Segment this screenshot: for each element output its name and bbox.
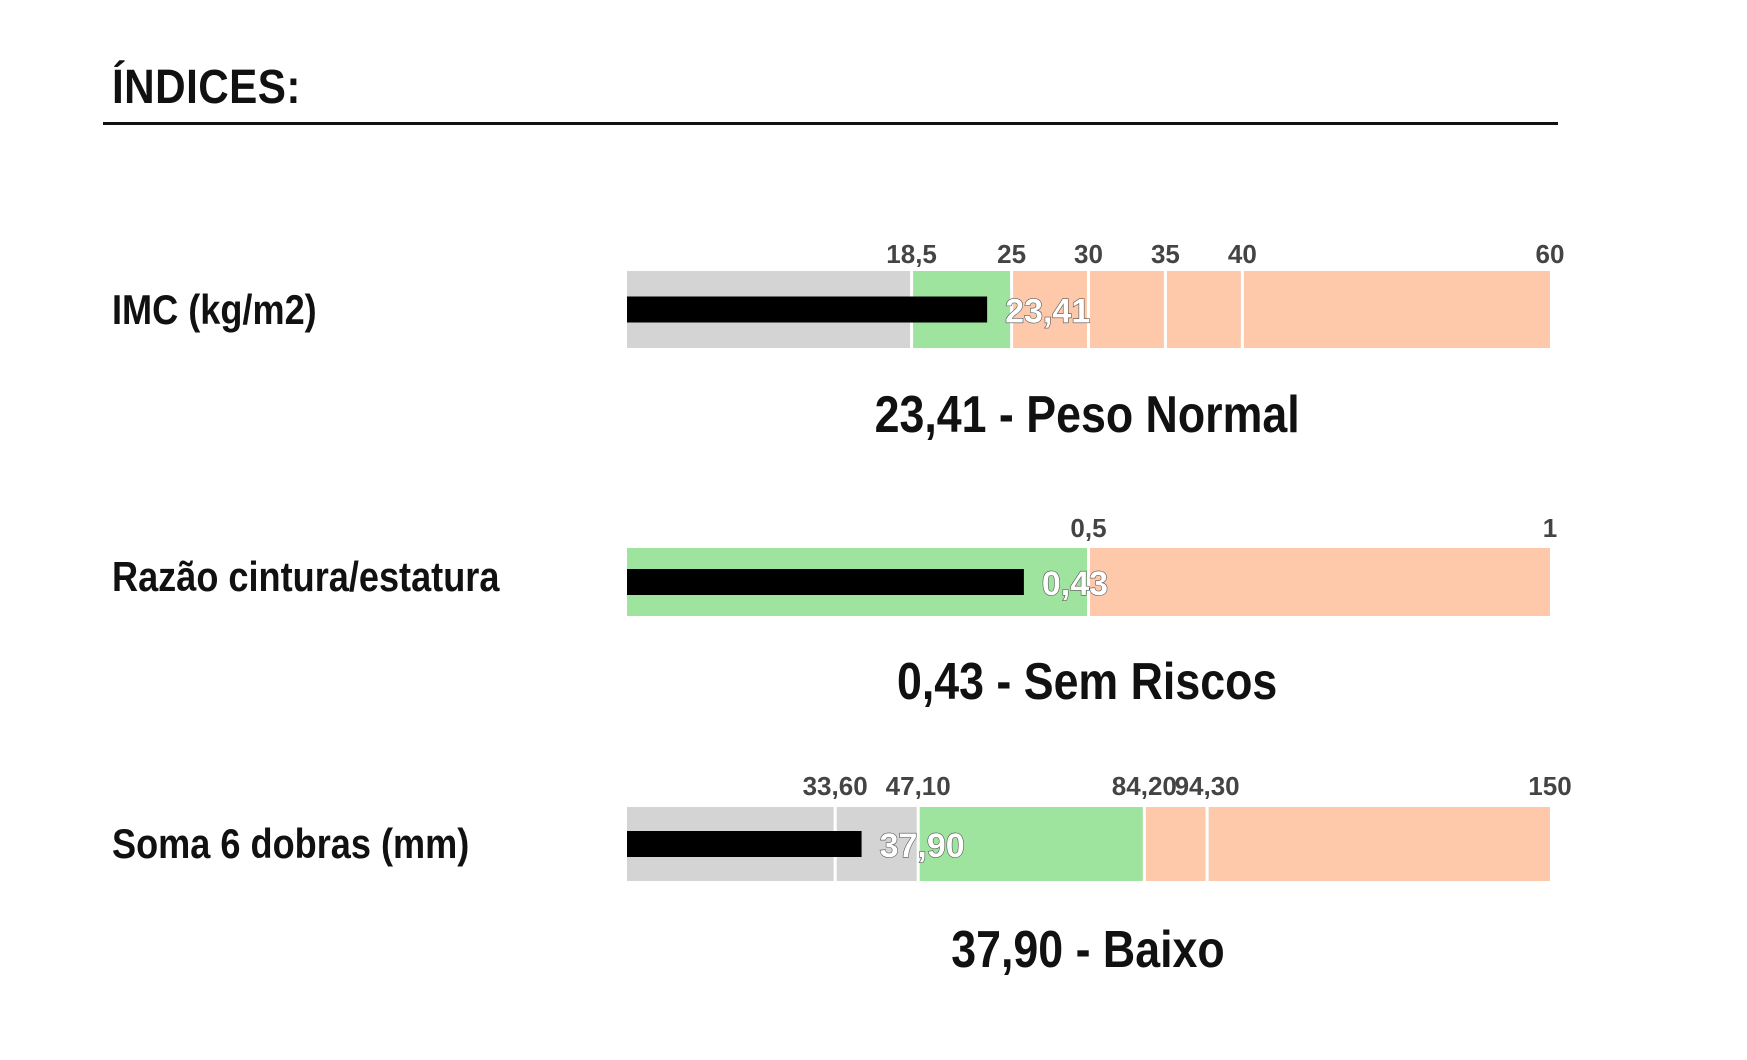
imc-tick-label: 25 — [997, 239, 1026, 269]
imc-band-separator — [1010, 271, 1014, 348]
imc-band-separator — [1163, 271, 1167, 348]
skinfold-band-separator — [1205, 807, 1209, 881]
ratio-tick-label: 1 — [1543, 513, 1557, 543]
imc-bullet-chart: 18,5 25 30 35 40 60 23,41 — [627, 239, 1564, 348]
ratio-label: Razão cintura/estatura — [112, 553, 500, 600]
imc-band-high — [1242, 271, 1550, 348]
skinfold-tick-label: 33,60 — [803, 771, 868, 801]
skinfold-value-marker — [627, 831, 862, 857]
skinfold-result: 37,90 - Baixo — [950, 921, 1225, 979]
skinfold-band-normal — [918, 807, 1145, 881]
imc-tick-label: 30 — [1074, 239, 1103, 269]
imc-band-high — [1011, 271, 1089, 348]
imc-value-marker — [627, 296, 988, 323]
imc-result: 23,41 - Peso Normal — [874, 386, 1301, 444]
skinfold-tick-label: 150 — [1528, 771, 1571, 801]
ratio-value-marker — [627, 569, 1024, 595]
skinfold-band-separator — [916, 807, 920, 881]
ratio-value-label: 0,43 — [1042, 565, 1108, 603]
imc-tick-label: 35 — [1151, 239, 1180, 269]
skinfold-tick-label: 84,20 — [1112, 771, 1177, 801]
imc-tick-label: 60 — [1536, 239, 1565, 269]
imc-value-label: 23,41 — [1005, 293, 1090, 331]
imc-band-separator — [1087, 271, 1090, 348]
imc-tick-label: 40 — [1228, 239, 1257, 269]
ratio-tick-label: 0,5 — [1070, 513, 1106, 543]
skinfold-band-high — [1207, 807, 1550, 881]
imc-label: IMC (kg/m2) — [112, 286, 317, 333]
skinfold-band-separator — [1142, 807, 1146, 881]
skinfold-label: Soma 6 dobras (mm) — [112, 820, 470, 867]
skinfold-band-high — [1144, 807, 1208, 881]
heading-divider — [103, 122, 1558, 125]
imc-band-high — [1088, 271, 1166, 348]
ratio-band-separator — [1087, 548, 1090, 616]
ratio-bullet-chart: 0,5 1 0,43 — [627, 513, 1557, 616]
imc-band-high — [1165, 271, 1243, 348]
imc-tick-label: 18,5 — [886, 239, 937, 269]
skinfold-tick-label: 47,10 — [886, 771, 951, 801]
ratio-band-high — [1088, 548, 1550, 616]
skinfold-tick-label: 94,30 — [1175, 771, 1240, 801]
skinfold-value-label: 37,90 — [880, 827, 965, 865]
section-heading: ÍNDICES: — [112, 61, 301, 114]
ratio-result: 0,43 - Sem Riscos — [897, 653, 1278, 711]
imc-band-separator — [1240, 271, 1244, 348]
